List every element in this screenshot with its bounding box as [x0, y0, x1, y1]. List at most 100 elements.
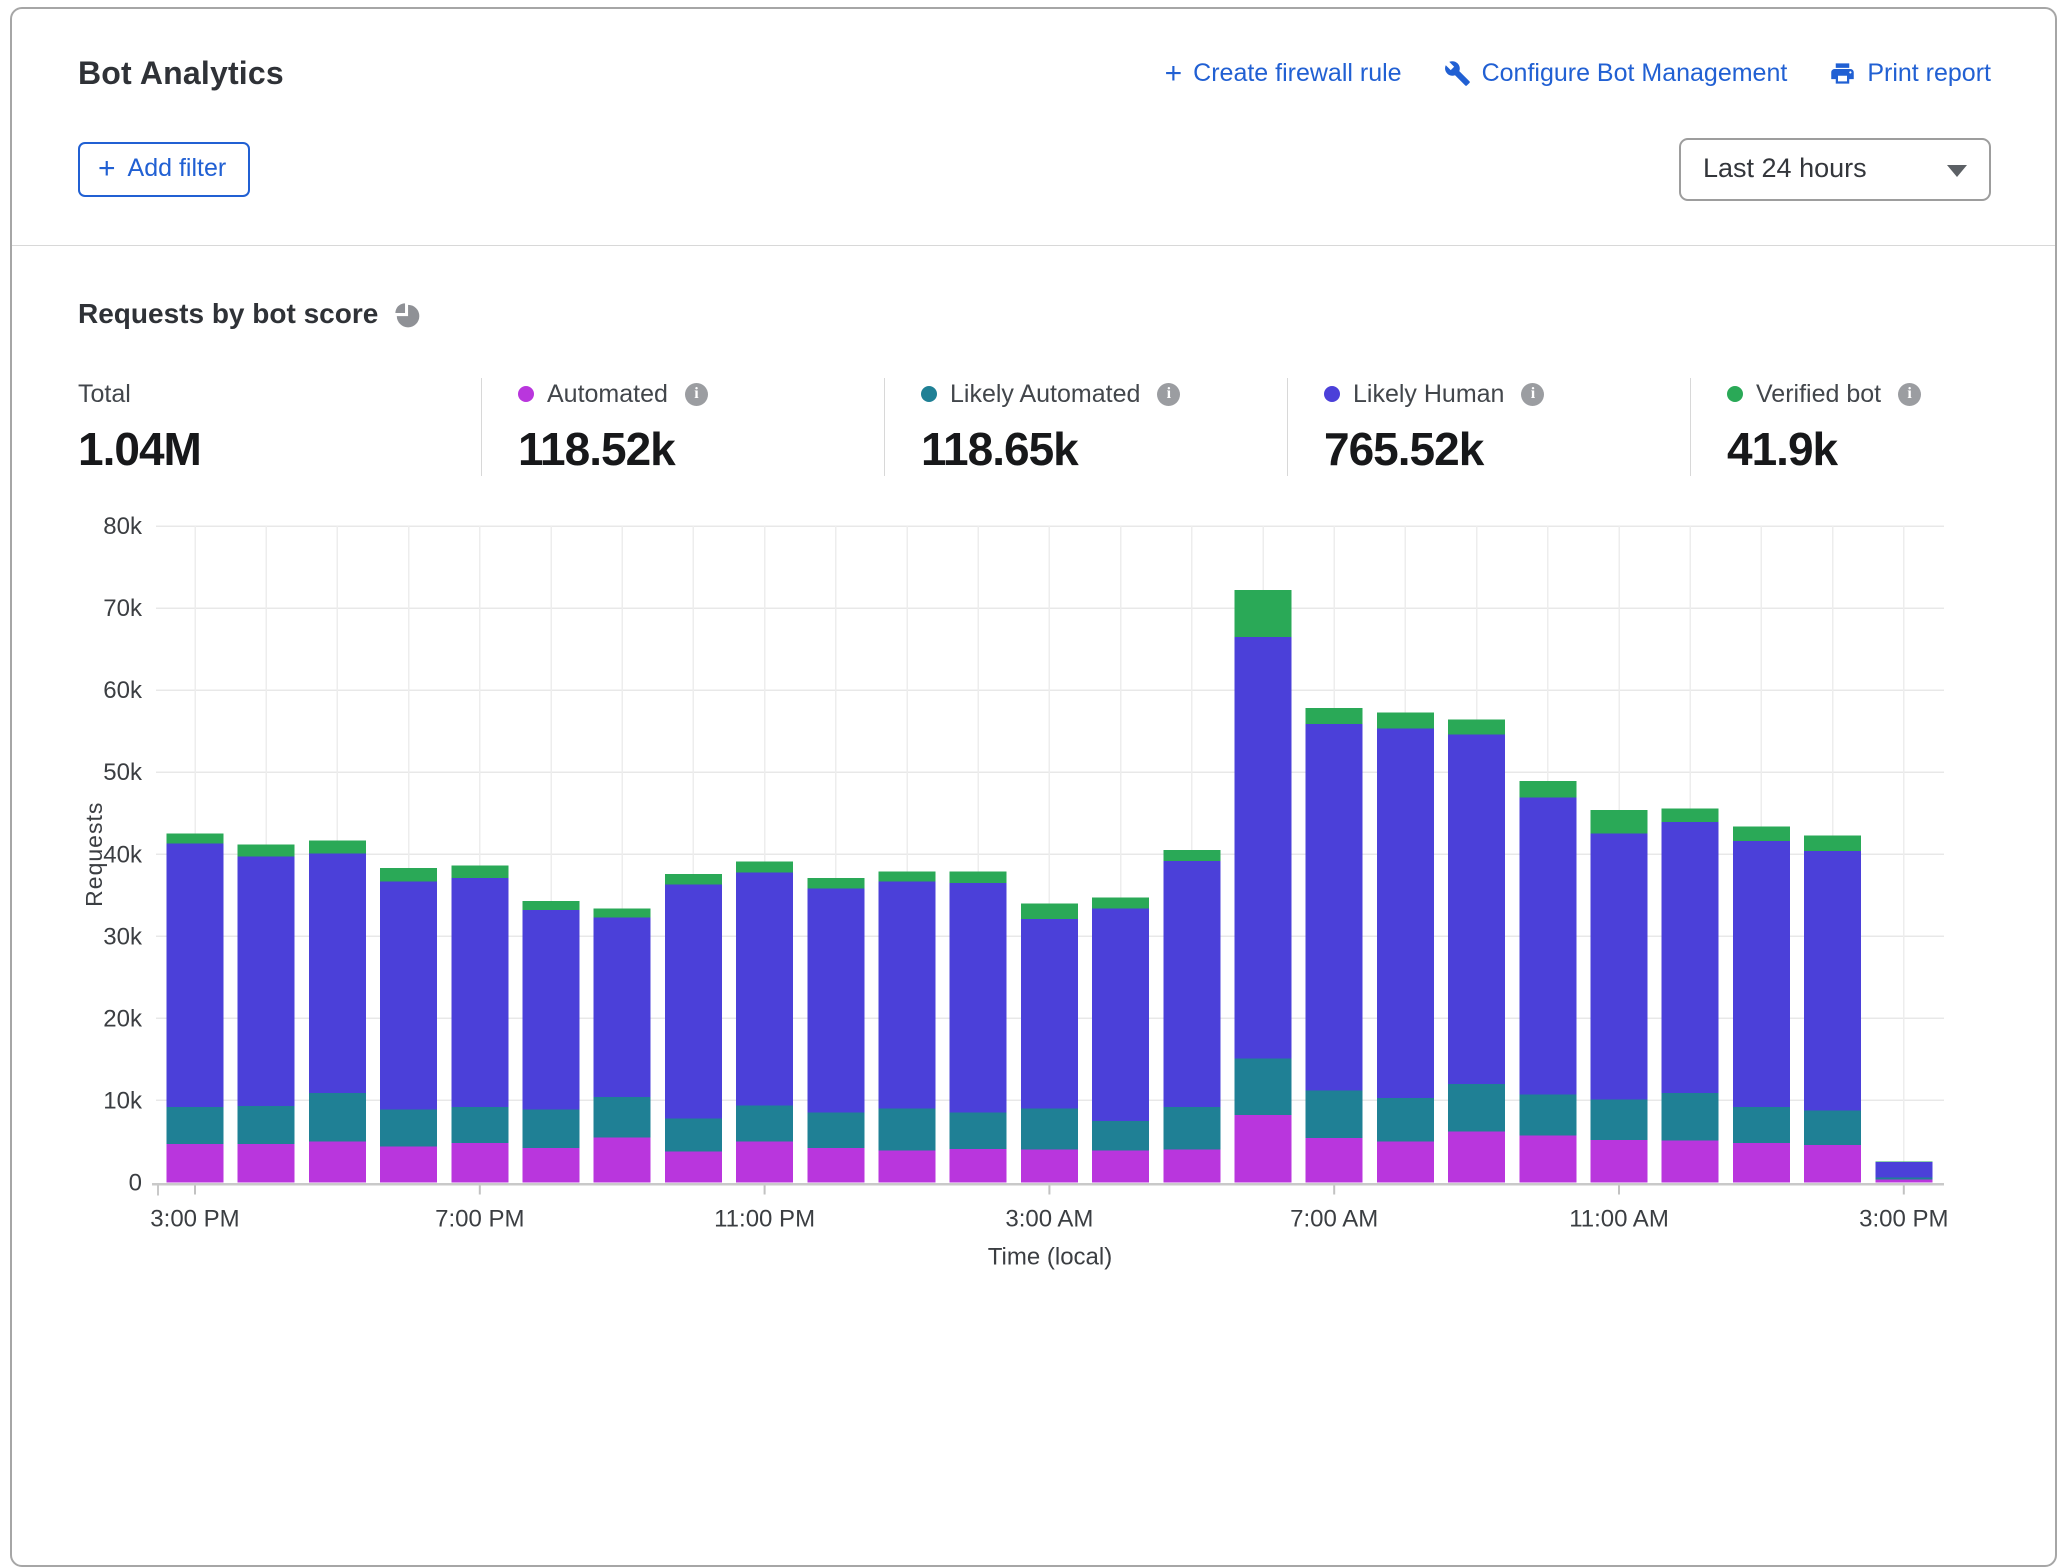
requests-by-bot-score-chart[interactable]: 010k20k30k40k50k60k70k80k3:00 PM7:00 PM1… — [78, 510, 1991, 1270]
x-tick-label: 3:00 AM — [1005, 1206, 1093, 1233]
printer-icon — [1829, 60, 1856, 87]
bar-1-automated — [238, 1144, 295, 1183]
create-firewall-rule-link[interactable]: + Create firewall rule — [1165, 59, 1402, 88]
stat-likely-automated: Likely Automatedi118.65k — [884, 378, 1287, 476]
info-icon[interactable]: i — [1521, 383, 1544, 406]
stat-label: Automated — [547, 380, 668, 409]
plus-icon: + — [1165, 63, 1183, 85]
bar-10-likely-automated — [879, 1109, 936, 1151]
bar-1-verified-bot — [238, 844, 295, 856]
chevron-down-icon — [1947, 165, 1967, 177]
y-tick-label: 0 — [129, 1170, 142, 1197]
bar-0-automated — [167, 1144, 224, 1183]
bar-23-likely-automated — [1804, 1110, 1861, 1144]
x-tick-label: 3:00 PM — [150, 1206, 239, 1233]
bar-19-verified-bot — [1519, 781, 1576, 797]
bar-22-automated — [1733, 1143, 1790, 1182]
bar-8-likely-automated — [736, 1105, 793, 1141]
bar-17-likely-human — [1377, 729, 1434, 1098]
bar-18-likely-automated — [1448, 1084, 1505, 1132]
link-label: Print report — [1867, 59, 1991, 88]
verified-bot-legend-dot — [1727, 386, 1743, 402]
y-tick-label: 70k — [103, 595, 143, 622]
stacked-bar-chart-svg: 010k20k30k40k50k60k70k80k3:00 PM7:00 PM1… — [78, 510, 1994, 1270]
bar-16-likely-human — [1306, 724, 1363, 1091]
y-tick-label: 20k — [103, 1005, 143, 1032]
info-icon[interactable]: i — [685, 383, 708, 406]
bar-0-likely-human — [167, 844, 224, 1107]
bar-17-automated — [1377, 1141, 1434, 1182]
bar-12-verified-bot — [1021, 903, 1078, 919]
bar-5-automated — [523, 1148, 580, 1182]
bar-14-likely-human — [1163, 861, 1220, 1107]
stat-value: 765.52k — [1324, 422, 1690, 476]
bar-11-likely-automated — [950, 1113, 1007, 1149]
bar-9-verified-bot — [807, 878, 864, 889]
bar-12-likely-automated — [1021, 1109, 1078, 1150]
bar-4-likely-automated — [451, 1107, 508, 1143]
bar-12-likely-human — [1021, 919, 1078, 1109]
x-tick-label: 11:00 PM — [714, 1206, 815, 1233]
card-body: Requests by bot score Total1.04MAutomate… — [12, 246, 2055, 1270]
bar-3-automated — [380, 1146, 437, 1182]
x-axis-title: Time (local) — [988, 1244, 1112, 1271]
stat-value: 41.9k — [1727, 422, 1991, 476]
bar-15-automated — [1235, 1115, 1292, 1182]
bar-9-likely-automated — [807, 1113, 864, 1148]
bar-7-automated — [665, 1151, 722, 1182]
bar-23-verified-bot — [1804, 835, 1861, 851]
likely-automated-legend-dot — [921, 386, 937, 402]
bar-12-automated — [1021, 1150, 1078, 1183]
bar-13-verified-bot — [1092, 898, 1149, 909]
bar-13-likely-automated — [1092, 1121, 1149, 1151]
stat-automated: Automatedi118.52k — [481, 378, 884, 476]
bar-10-automated — [879, 1150, 936, 1182]
y-tick-label: 10k — [103, 1087, 143, 1114]
bar-7-likely-automated — [665, 1118, 722, 1151]
bar-6-verified-bot — [594, 908, 651, 917]
bar-18-automated — [1448, 1132, 1505, 1183]
bar-1-likely-automated — [238, 1106, 295, 1144]
bar-20-likely-human — [1591, 834, 1648, 1100]
bar-16-verified-bot — [1306, 708, 1363, 724]
bar-3-likely-human — [380, 881, 437, 1109]
bar-16-automated — [1306, 1138, 1363, 1182]
bar-15-likely-automated — [1235, 1059, 1292, 1116]
bot-analytics-card: Bot Analytics + Create firewall rule Con… — [10, 7, 2057, 1567]
bar-0-verified-bot — [167, 834, 224, 844]
link-label: Configure Bot Management — [1482, 59, 1788, 88]
bar-19-automated — [1519, 1136, 1576, 1183]
time-range-value: Last 24 hours — [1703, 153, 1867, 184]
stats-row: Total1.04MAutomatedi118.52kLikely Automa… — [78, 378, 1991, 476]
configure-bot-management-link[interactable]: Configure Bot Management — [1444, 59, 1788, 88]
add-filter-button[interactable]: + Add filter — [78, 142, 250, 197]
bar-5-verified-bot — [523, 901, 580, 910]
section-title: Requests by bot score — [78, 298, 378, 330]
bar-3-verified-bot — [380, 868, 437, 881]
automated-legend-dot — [518, 386, 534, 402]
print-report-link[interactable]: Print report — [1829, 59, 1991, 88]
stat-label: Likely Automated — [950, 380, 1140, 409]
info-icon[interactable]: i — [1898, 383, 1921, 406]
likely-human-legend-dot — [1324, 386, 1340, 402]
bar-23-automated — [1804, 1145, 1861, 1183]
time-range-dropdown[interactable]: Last 24 hours — [1679, 138, 1991, 201]
bar-22-verified-bot — [1733, 826, 1790, 841]
y-tick-label: 30k — [103, 923, 143, 950]
bar-10-verified-bot — [879, 871, 936, 881]
y-tick-label: 50k — [103, 759, 143, 786]
bar-5-likely-automated — [523, 1109, 580, 1148]
info-icon[interactable]: i — [1157, 383, 1180, 406]
bar-5-likely-human — [523, 910, 580, 1109]
link-label: Create firewall rule — [1193, 59, 1401, 88]
bar-22-likely-human — [1733, 841, 1790, 1107]
card-header: Bot Analytics + Create firewall rule Con… — [12, 9, 2055, 246]
bar-2-likely-automated — [309, 1093, 366, 1141]
bar-20-verified-bot — [1591, 810, 1648, 834]
add-filter-label: Add filter — [128, 154, 227, 183]
bar-24-automated — [1875, 1180, 1932, 1183]
bar-18-verified-bot — [1448, 720, 1505, 735]
bar-13-automated — [1092, 1150, 1149, 1182]
pie-chart-icon — [394, 300, 421, 329]
bar-21-likely-human — [1662, 822, 1719, 1093]
